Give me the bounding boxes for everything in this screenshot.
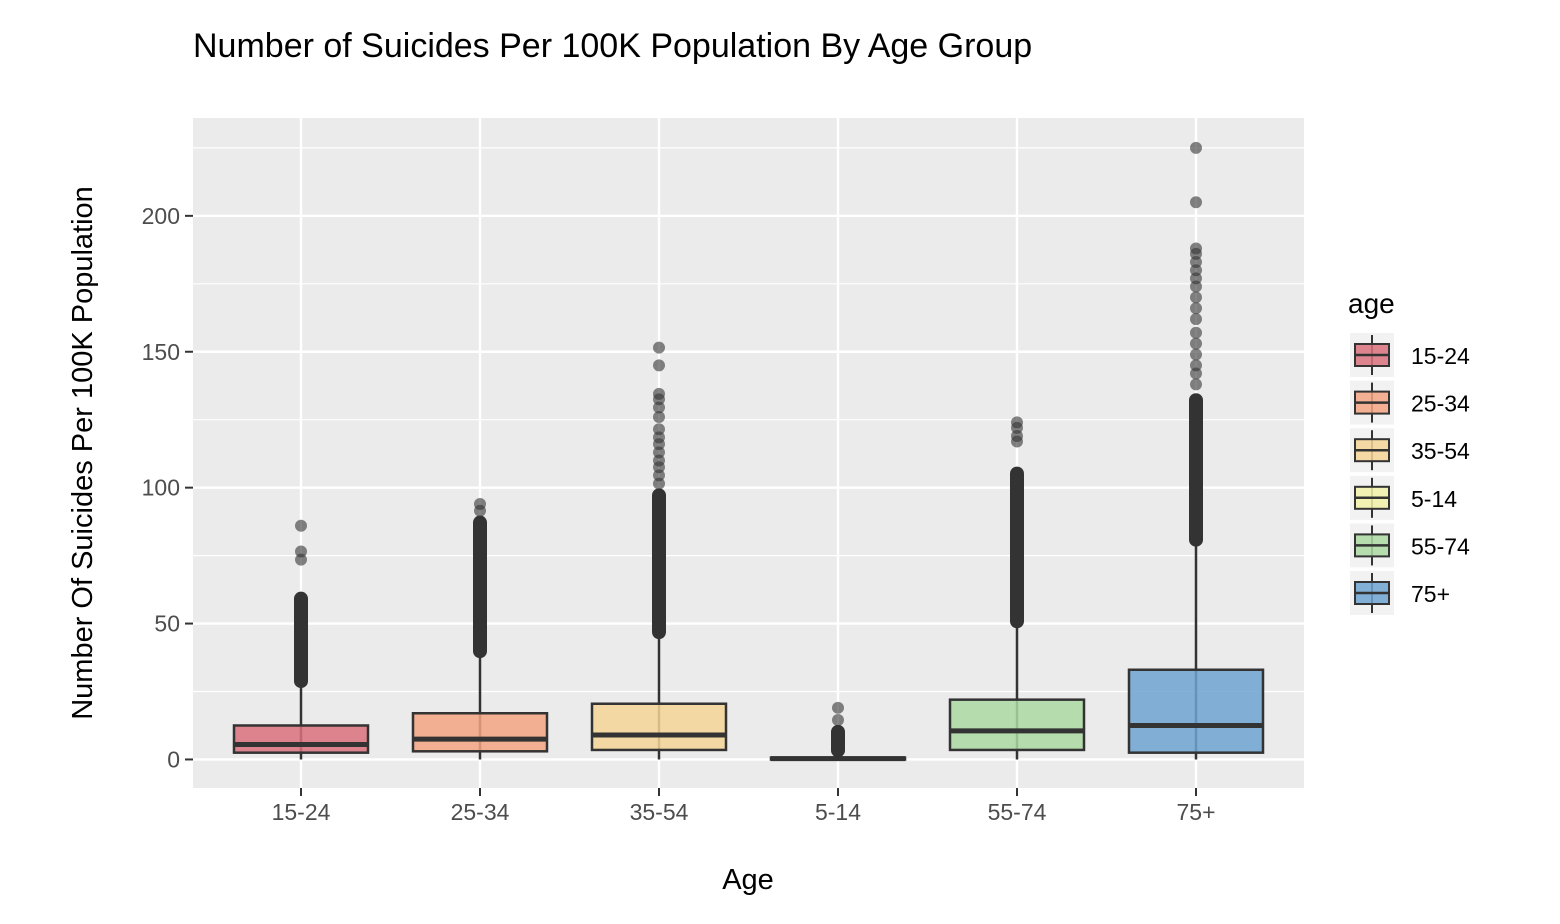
- outlier-point: [474, 497, 486, 510]
- outlier-point: [1190, 242, 1202, 255]
- outlier-point: [832, 714, 844, 727]
- legend-item-5-14: 5-14: [1350, 475, 1457, 520]
- x-tick-label: 55-74: [988, 799, 1047, 825]
- box-25-34: [411, 497, 549, 760]
- outlier-point: [1190, 313, 1202, 326]
- legend-item-55-74: 55-74: [1350, 523, 1470, 568]
- box-series: [232, 141, 1265, 762]
- outlier-point: [1190, 302, 1202, 315]
- legend-label: 35-54: [1411, 438, 1470, 464]
- box-15-24: [232, 519, 370, 760]
- box-body: [590, 702, 728, 752]
- outlier-cluster: [473, 515, 487, 659]
- outlier-point: [653, 410, 665, 423]
- outlier-point: [295, 545, 307, 558]
- axis-ticks: 0 50 100 150 200 15-24 25-34 35-54 5-14 55-74 75+: [142, 203, 1216, 825]
- outlier-point: [832, 701, 844, 714]
- outlier-cluster: [831, 724, 845, 758]
- outlier-point: [1190, 337, 1202, 350]
- outlier-point: [653, 423, 665, 436]
- x-axis-title: Age: [722, 864, 774, 896]
- legend-item-35-54: 35-54: [1350, 428, 1470, 473]
- x-tick-label: 75+: [1176, 799, 1215, 825]
- legend-label: 15-24: [1411, 343, 1470, 369]
- legend: age 15-24 25-34 35-54 5-14 55-74 75+: [1348, 288, 1470, 615]
- outlier-point: [1011, 416, 1023, 429]
- box-55-74: [948, 416, 1086, 760]
- box-body: [411, 712, 549, 753]
- outlier-point: [1190, 378, 1202, 391]
- x-tick-label: 25-34: [451, 799, 510, 825]
- box-5-14: [769, 701, 907, 762]
- outlier-cluster: [652, 488, 666, 640]
- outlier-cluster: [294, 591, 308, 689]
- outlier-point: [1190, 291, 1202, 304]
- y-tick-label: 150: [142, 339, 180, 365]
- outlier-cluster: [1189, 393, 1203, 547]
- y-tick-label: 100: [142, 475, 180, 501]
- box-body: [948, 698, 1086, 752]
- outlier-point: [653, 341, 665, 354]
- y-tick-label: 200: [142, 203, 180, 229]
- x-tick-label: 15-24: [272, 799, 331, 825]
- outlier-point: [1190, 141, 1202, 154]
- outlier-point: [1190, 196, 1202, 209]
- legend-label: 25-34: [1411, 391, 1470, 417]
- outlier-point: [295, 519, 307, 532]
- outlier-point: [1190, 348, 1202, 361]
- y-axis-title: Number Of Suicides Per 100K Population: [67, 186, 99, 720]
- legend-item-25-34: 25-34: [1350, 380, 1470, 425]
- x-tick-label: 35-54: [630, 799, 689, 825]
- outlier-point: [653, 387, 665, 400]
- legend-label: 75+: [1411, 581, 1450, 607]
- plot-panel: [193, 118, 1304, 788]
- legend-item-15-24: 15-24: [1350, 333, 1470, 377]
- y-tick-label: 0: [167, 746, 180, 772]
- legend-title: age: [1348, 288, 1395, 319]
- box-body: [1127, 668, 1265, 754]
- x-tick-label: 5-14: [815, 799, 861, 825]
- box-body: [232, 724, 370, 754]
- outlier-point: [1190, 359, 1202, 372]
- legend-label: 5-14: [1411, 486, 1457, 512]
- outlier-point: [653, 359, 665, 372]
- outlier-cluster: [1010, 466, 1024, 629]
- legend-label: 55-74: [1411, 533, 1470, 559]
- legend-item-75+: 75+: [1350, 571, 1450, 615]
- box-35-54: [590, 341, 728, 760]
- y-tick-label: 50: [154, 611, 180, 637]
- box-75+: [1127, 141, 1265, 760]
- outlier-point: [1190, 326, 1202, 339]
- chart-title: Number of Suicides Per 100K Population B…: [193, 27, 1032, 65]
